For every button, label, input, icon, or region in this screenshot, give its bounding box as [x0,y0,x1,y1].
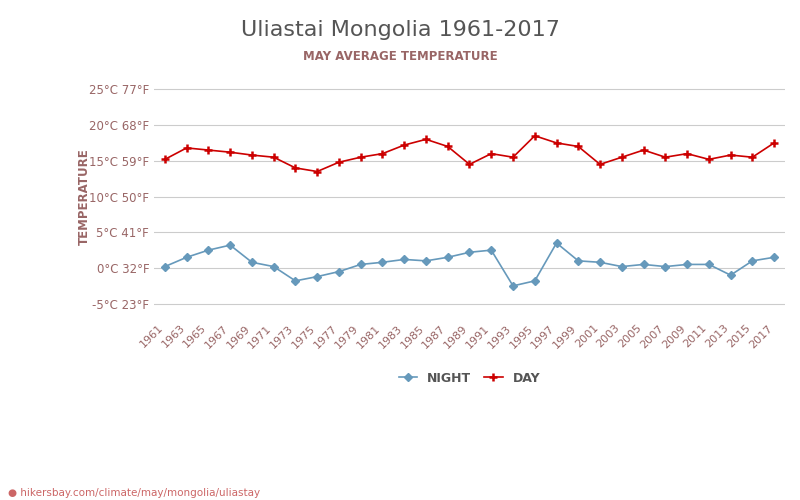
DAY [638,147,648,153]
NIGHT [530,278,539,284]
DAY [247,152,257,158]
NIGHT [661,264,670,270]
Text: MAY AVERAGE TEMPERATURE: MAY AVERAGE TEMPERATURE [302,50,498,63]
NIGHT [160,264,170,270]
NIGHT [465,250,474,256]
Legend: NIGHT, DAY: NIGHT, DAY [394,366,546,390]
NIGHT [356,262,366,268]
NIGHT [247,260,257,266]
NIGHT [269,264,278,270]
NIGHT [770,254,779,260]
DAY [421,136,430,142]
Line: DAY: DAY [161,132,778,176]
NIGHT [617,264,626,270]
NIGHT [638,262,648,268]
DAY [770,140,779,146]
NIGHT [378,260,387,266]
DAY [182,145,191,151]
NIGHT [203,247,213,253]
DAY [595,162,605,168]
DAY [661,154,670,160]
DAY [226,149,235,155]
DAY [356,154,366,160]
NIGHT [334,268,344,274]
DAY [704,156,714,162]
DAY [682,150,692,156]
DAY [269,154,278,160]
NIGHT [508,283,518,289]
NIGHT [486,247,496,253]
DAY [312,168,322,174]
DAY [290,165,300,171]
NIGHT [704,262,714,268]
DAY [574,144,583,150]
NIGHT [421,258,430,264]
DAY [203,147,213,153]
NIGHT [182,254,191,260]
Text: Uliastai Mongolia 1961-2017: Uliastai Mongolia 1961-2017 [241,20,559,40]
DAY [726,152,735,158]
Text: ● hikersbay.com/climate/may/mongolia/uliastay: ● hikersbay.com/climate/may/mongolia/uli… [8,488,260,498]
NIGHT [726,272,735,278]
DAY [334,159,344,165]
DAY [486,150,496,156]
Y-axis label: TEMPERATURE: TEMPERATURE [78,148,91,245]
DAY [443,144,453,150]
NIGHT [399,256,409,262]
DAY [378,150,387,156]
DAY [530,133,539,139]
NIGHT [552,240,562,246]
DAY [617,154,626,160]
NIGHT [312,274,322,280]
DAY [399,142,409,148]
DAY [552,140,562,146]
NIGHT [682,262,692,268]
Line: NIGHT: NIGHT [162,240,777,288]
NIGHT [595,260,605,266]
NIGHT [574,258,583,264]
NIGHT [747,258,757,264]
DAY [465,162,474,168]
DAY [508,154,518,160]
NIGHT [226,242,235,248]
NIGHT [290,278,300,284]
DAY [747,154,757,160]
NIGHT [443,254,453,260]
DAY [160,156,170,162]
